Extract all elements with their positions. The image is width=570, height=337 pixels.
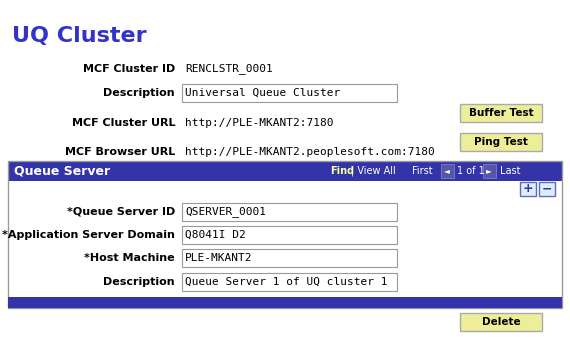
FancyBboxPatch shape <box>483 164 496 178</box>
Text: Find: Find <box>330 166 354 176</box>
Text: | View All: | View All <box>351 166 396 176</box>
Text: UQ Cluster: UQ Cluster <box>12 26 146 46</box>
Text: MCF Cluster URL: MCF Cluster URL <box>71 118 175 128</box>
Text: Buffer Test: Buffer Test <box>469 108 534 118</box>
Text: http://PLE-MKANT2:7180: http://PLE-MKANT2:7180 <box>185 118 333 128</box>
FancyBboxPatch shape <box>460 313 542 331</box>
Text: MCF Browser URL: MCF Browser URL <box>65 147 175 157</box>
Text: 1 of 1: 1 of 1 <box>457 166 484 176</box>
Text: Queue Server 1 of UQ cluster 1: Queue Server 1 of UQ cluster 1 <box>185 277 388 287</box>
Text: Description: Description <box>103 277 175 287</box>
Text: http://PLE-MKANT2.peoplesoft.com:7180: http://PLE-MKANT2.peoplesoft.com:7180 <box>185 147 435 157</box>
Text: Description: Description <box>103 88 175 98</box>
FancyBboxPatch shape <box>182 249 397 267</box>
FancyBboxPatch shape <box>520 182 536 196</box>
Text: QSERVER_0001: QSERVER_0001 <box>185 207 266 217</box>
FancyBboxPatch shape <box>182 203 397 221</box>
Text: RENCLSTR_0001: RENCLSTR_0001 <box>185 64 273 74</box>
Text: ◄: ◄ <box>444 166 450 176</box>
FancyBboxPatch shape <box>182 273 397 291</box>
Text: +: + <box>523 183 534 195</box>
Text: PLE-MKANT2: PLE-MKANT2 <box>185 253 253 263</box>
FancyBboxPatch shape <box>539 182 555 196</box>
Text: Last: Last <box>500 166 520 176</box>
FancyBboxPatch shape <box>8 297 562 308</box>
Text: Delete: Delete <box>482 317 520 327</box>
FancyBboxPatch shape <box>8 161 562 181</box>
Text: MCF Cluster ID: MCF Cluster ID <box>83 64 175 74</box>
Text: *Queue Server ID: *Queue Server ID <box>67 207 175 217</box>
Text: ►: ► <box>486 166 492 176</box>
FancyBboxPatch shape <box>441 164 454 178</box>
FancyBboxPatch shape <box>460 133 542 151</box>
Text: First: First <box>412 166 433 176</box>
FancyBboxPatch shape <box>182 226 397 244</box>
Text: Universal Queue Cluster: Universal Queue Cluster <box>185 88 340 98</box>
Text: Q8041I D2: Q8041I D2 <box>185 230 246 240</box>
Text: −: − <box>542 183 552 195</box>
Text: *Application Server Domain: *Application Server Domain <box>2 230 175 240</box>
FancyBboxPatch shape <box>182 84 397 102</box>
Text: Ping Test: Ping Test <box>474 137 528 147</box>
Text: Queue Server: Queue Server <box>14 164 110 178</box>
FancyBboxPatch shape <box>460 104 542 122</box>
Text: *Host Machine: *Host Machine <box>84 253 175 263</box>
